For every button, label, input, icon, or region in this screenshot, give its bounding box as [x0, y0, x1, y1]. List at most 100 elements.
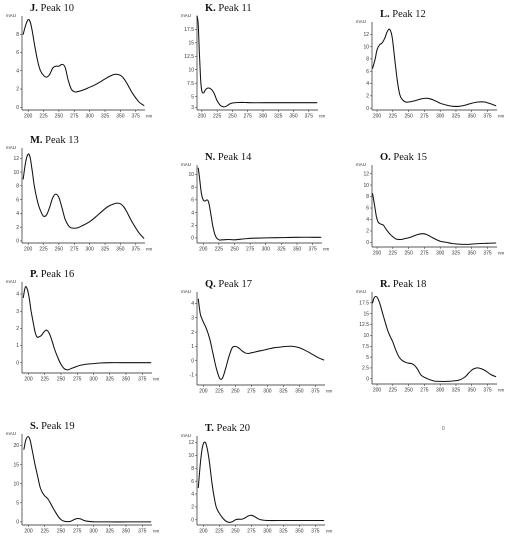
- panel-peak-name: Peak 13: [45, 135, 79, 146]
- y-tick-label: 6: [16, 197, 19, 203]
- x-tick-label: 200: [373, 251, 382, 257]
- x-tick-label: 375: [311, 389, 320, 395]
- x-tick-label: 250: [55, 247, 64, 253]
- y-tick-label: 8: [366, 194, 369, 200]
- spectrum-line: [22, 18, 145, 106]
- y-tick-label: 6: [191, 198, 194, 204]
- x-tick-label: 350: [122, 377, 131, 383]
- y-tick-label: 6: [366, 206, 369, 212]
- spectrum-panel: P. Peak 16 mAU 200 225 250 275 300 325 350 375 nm 0…: [6, 269, 160, 383]
- y-tick-label: 4: [16, 68, 19, 74]
- x-tick-label: 325: [279, 529, 288, 535]
- x-tick-label: 225: [39, 114, 48, 120]
- y-tick-label: 4: [366, 217, 369, 223]
- y-tick-label: 2.5: [362, 366, 369, 372]
- y-tick-label: 8: [366, 57, 369, 63]
- y-tick-label: 10: [188, 67, 194, 73]
- x-tick-label: 225: [213, 114, 222, 120]
- spectrum-line: [22, 153, 145, 239]
- x-tick-label: 350: [289, 114, 298, 120]
- y-axis-unit-label: mAU: [181, 162, 191, 167]
- y-tick-label: 1: [191, 344, 194, 350]
- x-axis-unit-label: nm: [498, 251, 505, 256]
- x-tick-label: 375: [132, 114, 141, 120]
- panel-title: N. Peak 14: [205, 152, 252, 163]
- panel-letter: P.: [30, 269, 41, 280]
- y-tick-label: 15: [363, 311, 369, 317]
- spectrum-panel: T. Peak 20 mAU 200 225 250 275 300 325 350 375 nm 0…: [181, 423, 333, 535]
- panel-peak-name: Peak 11: [218, 3, 251, 14]
- y-axis-unit-label: mAU: [356, 162, 366, 167]
- spectrum-panel: L. Peak 12 mAU 200 225 250 275 300 325 350 375 nm 0…: [356, 9, 505, 120]
- spectrum-panel: S. Peak 19 mAU 200 225 250 275 300 325 350 375 nm 0…: [6, 421, 160, 535]
- x-tick-label: 350: [295, 529, 304, 535]
- x-tick-label: 275: [244, 114, 253, 120]
- x-tick-label: 350: [468, 251, 477, 257]
- y-tick-label: 8: [191, 185, 194, 191]
- y-tick-label: 6: [16, 50, 19, 56]
- x-tick-label: 325: [279, 389, 288, 395]
- y-tick-label: 2: [191, 223, 194, 229]
- x-tick-label: 250: [231, 529, 240, 535]
- y-tick-label: 10: [363, 183, 369, 189]
- x-axis-unit-label: nm: [326, 529, 333, 534]
- x-tick-label: 375: [305, 114, 314, 120]
- y-tick-label: 7.5: [187, 81, 194, 87]
- x-tick-label: 250: [55, 114, 64, 120]
- x-tick-label: 350: [116, 247, 125, 253]
- panel-title: R. Peak 18: [380, 279, 426, 290]
- spectrum-panel: J. Peak 10 mAU 200 225 250 275 300 325 350 375 nm 0…: [6, 3, 153, 120]
- panel-letter: L.: [380, 9, 392, 20]
- y-tick-label: 0: [16, 360, 19, 366]
- panel-peak-name: Peak 20: [216, 423, 250, 434]
- x-tick-label: 325: [452, 388, 461, 394]
- y-tick-label: 6: [366, 69, 369, 75]
- x-tick-label: 325: [452, 114, 461, 120]
- x-tick-label: 250: [404, 251, 413, 257]
- y-tick-label: 3: [191, 105, 194, 111]
- y-tick-label: 7.5: [362, 344, 369, 350]
- y-axis-unit-label: mAU: [6, 145, 16, 150]
- y-tick-label: 12: [188, 440, 194, 446]
- x-tick-label: 325: [106, 377, 115, 383]
- x-tick-label: 225: [215, 529, 224, 535]
- panel-peak-name: Peak 18: [393, 279, 427, 290]
- y-tick-label: 2: [16, 225, 19, 231]
- panel-title: J. Peak 10: [30, 3, 74, 14]
- x-tick-label: 200: [373, 388, 382, 394]
- y-axis-unit-label: mAU: [6, 279, 16, 284]
- panel-letter: T.: [205, 423, 216, 434]
- x-tick-label: 350: [468, 114, 477, 120]
- x-tick-label: 275: [420, 251, 429, 257]
- x-tick-label: 250: [231, 389, 240, 395]
- x-tick-label: 250: [404, 114, 413, 120]
- x-tick-label: 250: [404, 388, 413, 394]
- x-tick-label: 350: [116, 114, 125, 120]
- panel-letter: J.: [30, 3, 41, 14]
- panel-title: O. Peak 15: [380, 152, 427, 163]
- y-tick-label: 2: [366, 94, 369, 100]
- y-axis-unit-label: mAU: [6, 13, 16, 18]
- x-tick-label: 225: [389, 251, 398, 257]
- y-tick-label: 8: [16, 32, 19, 38]
- panel-letter: Q.: [205, 279, 218, 290]
- x-axis-unit-label: nm: [319, 114, 326, 119]
- panel-title: K. Peak 11: [205, 3, 252, 14]
- y-tick-label: 12.5: [184, 54, 194, 60]
- y-tick-label: 0: [16, 239, 19, 245]
- x-tick-label: 325: [452, 251, 461, 257]
- x-tick-label: 275: [246, 247, 255, 253]
- y-tick-label: 5: [366, 355, 369, 361]
- x-tick-label: 375: [483, 251, 492, 257]
- x-tick-label: 300: [262, 247, 271, 253]
- x-tick-label: 325: [277, 247, 286, 253]
- x-tick-label: 275: [73, 377, 82, 383]
- x-tick-label: 200: [24, 529, 33, 535]
- y-tick-label: -1: [190, 373, 195, 379]
- y-axis-unit-label: mAU: [181, 433, 191, 438]
- x-tick-label: 325: [274, 114, 283, 120]
- panel-letter: N.: [205, 152, 218, 163]
- y-tick-label: 2: [16, 326, 19, 332]
- y-tick-label: 10: [363, 333, 369, 339]
